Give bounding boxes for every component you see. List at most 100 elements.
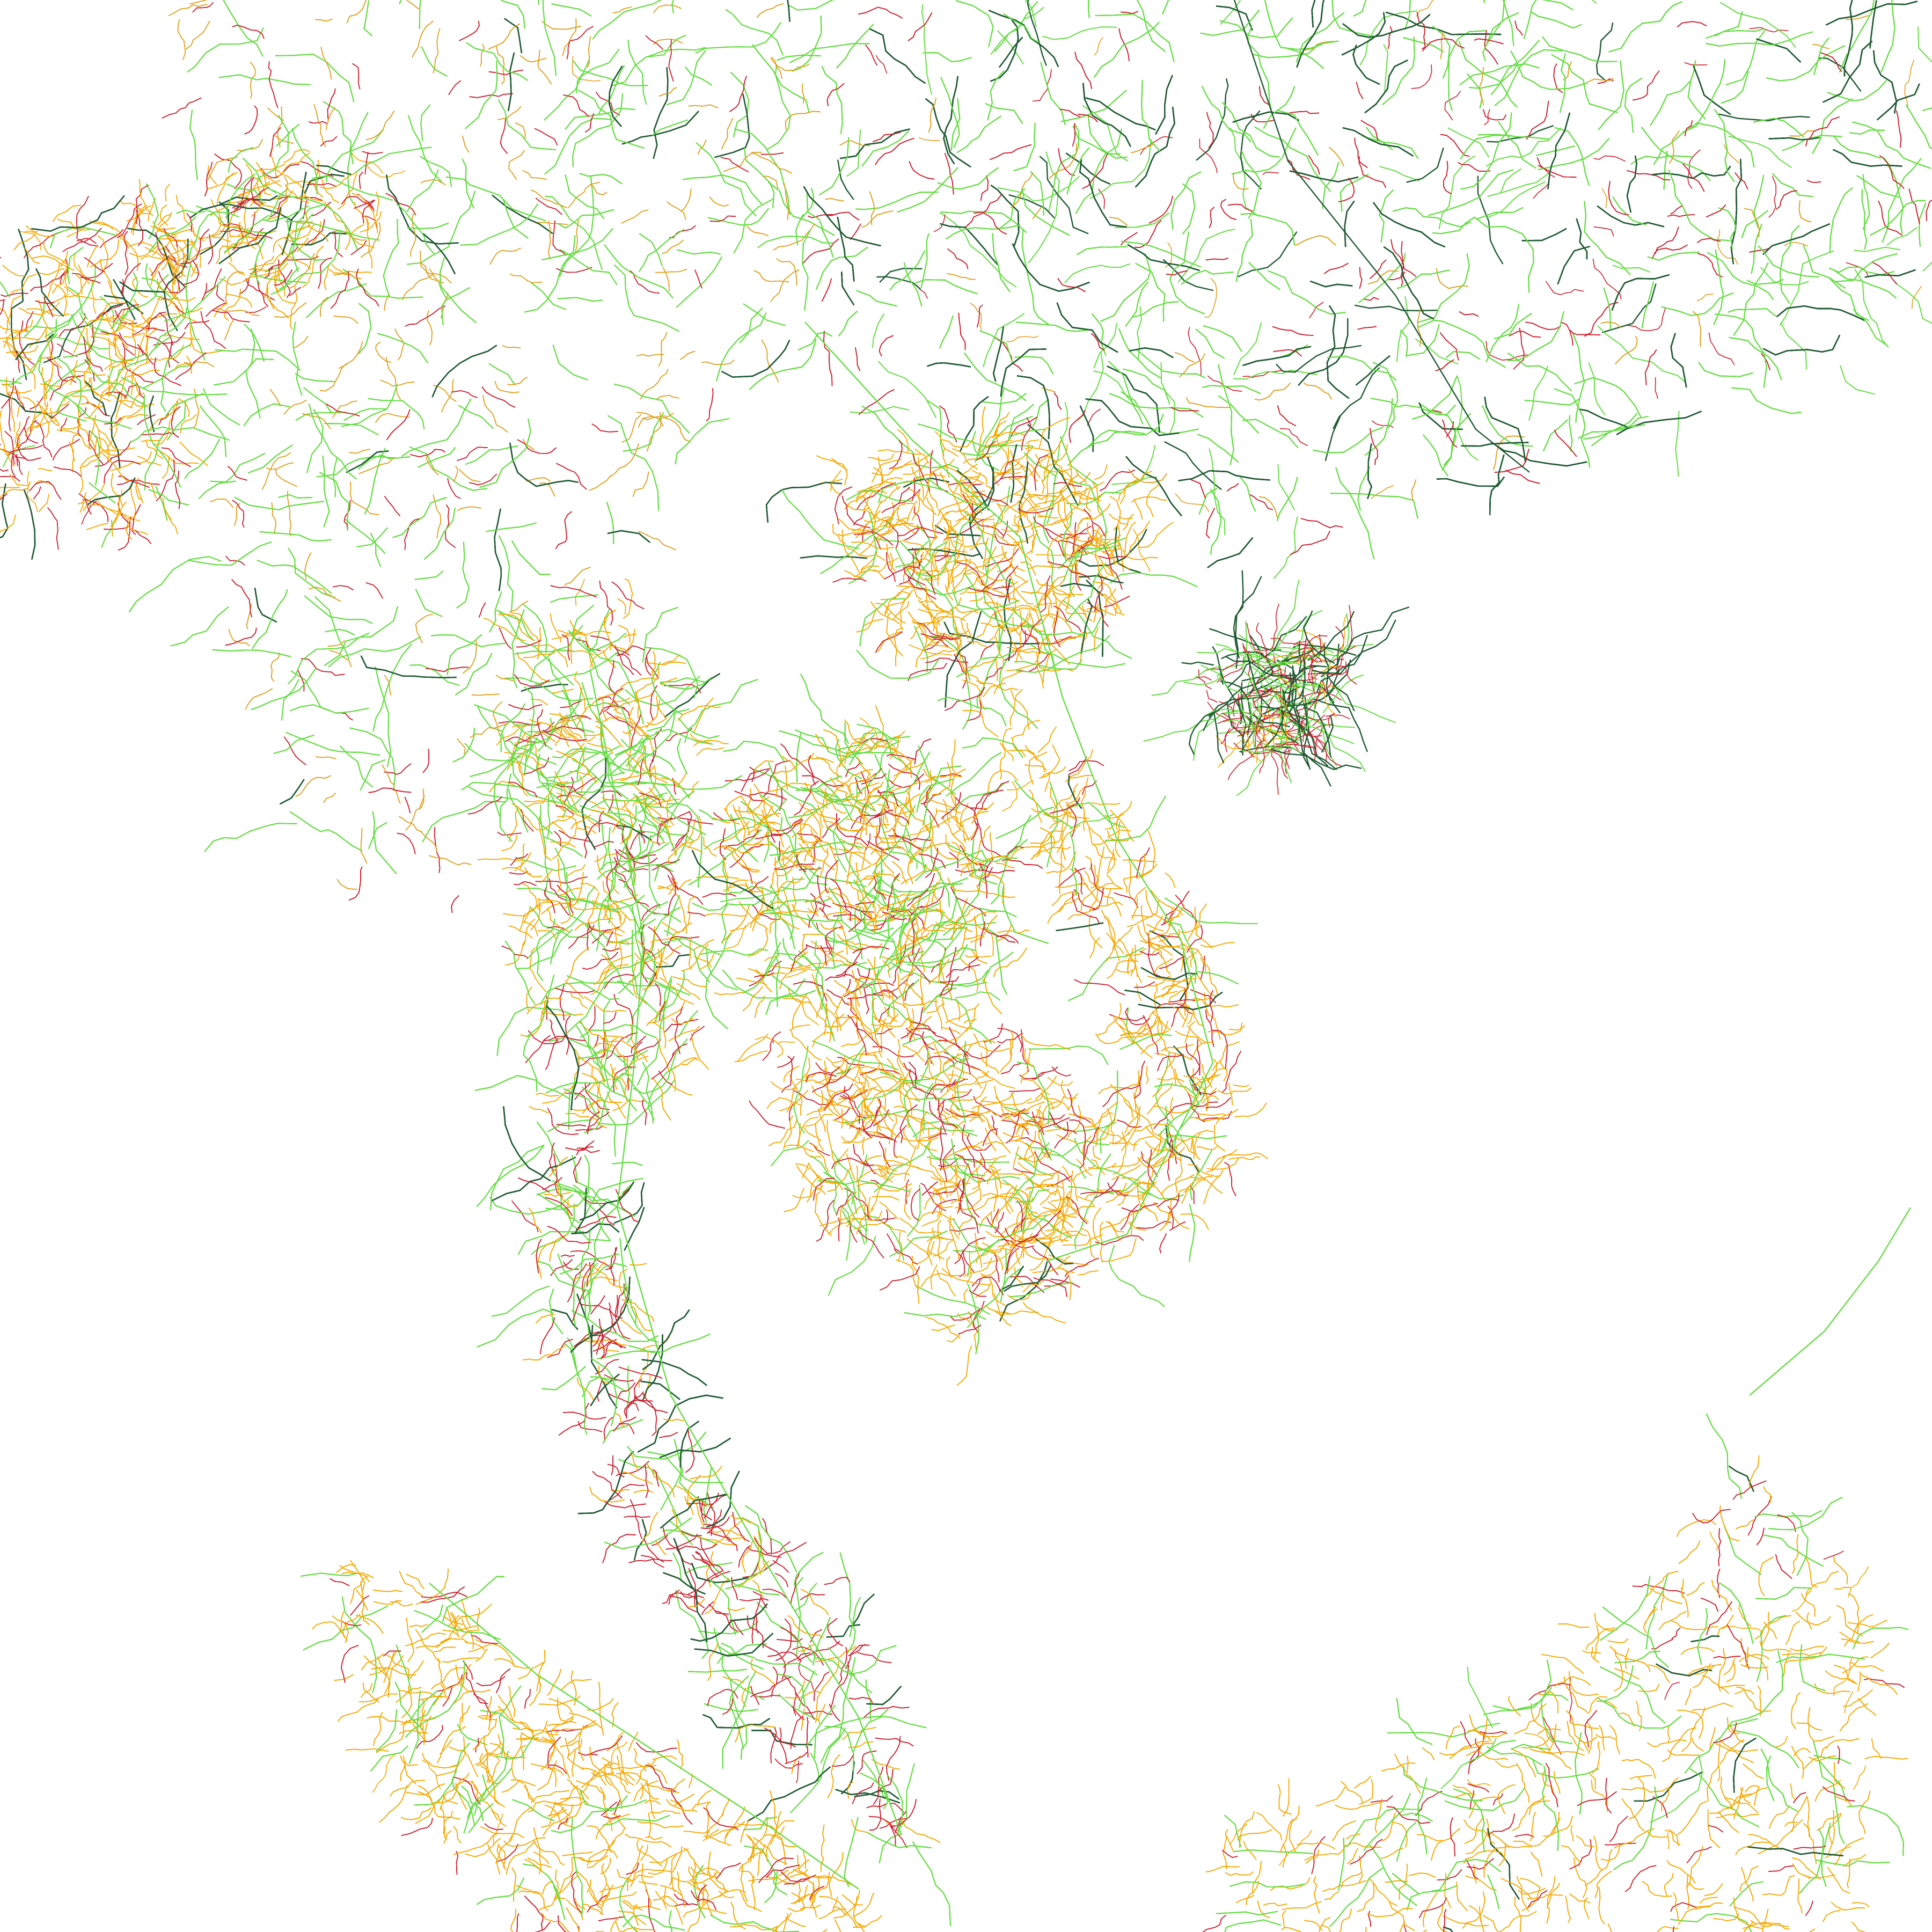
road-segment-trunk [940,212,1017,288]
road-segment-primary [1655,377,1658,399]
road-segment-motorway [1602,283,1657,333]
road-segment-trunk [1042,402,1068,482]
road-segment-motorway [1477,175,1504,265]
road-segment-trunk [1500,169,1521,194]
road-segment-trunk [1379,166,1420,181]
road-segment-secondary [1911,286,1922,309]
road-segment-trunk [1093,370,1136,406]
road-segment-trunk [1760,267,1809,286]
road-segment-trunk [1886,226,1918,246]
road-segment-trunk [1854,269,1889,348]
road-segment-primary [1749,27,1789,33]
road-segment-trunk [1728,135,1792,168]
road-segment-trunk [1840,365,1875,395]
road-segment-primary [1371,420,1394,428]
road-segment-motorway [1196,78,1229,161]
road-segment-trunk [1026,0,1037,27]
road-segment-secondary [1696,294,1714,302]
road-segment-trunk [1359,10,1418,65]
road-segment-trunk [1720,2,1796,48]
road-segment-motorway [1238,231,1298,277]
road-segment-primary [934,214,946,232]
road-segment-trunk [1447,127,1489,157]
road-segment-trunk [1089,138,1152,199]
road-segment-trunk [1415,338,1459,364]
road-segment-secondary [1717,229,1738,265]
road-segment-primary [1485,341,1528,361]
road-segment-primary [1087,408,1101,426]
road-segment-trunk [1396,296,1409,362]
road-segment-secondary [1175,493,1210,513]
road-segment-secondary [1204,277,1217,318]
road-segment-motorway [1818,57,1862,92]
road-segment-trunk [878,361,936,418]
road-segment-trunk [1918,26,1932,63]
road-segment-trunk [1177,229,1235,283]
road-segment-secondary [970,303,983,331]
road-segment-motorway [1164,441,1222,490]
road-segment-trunk [1612,265,1650,273]
road-segment-motorway [1718,113,1810,122]
road-segment-motorway [1406,147,1444,183]
road-segment-secondary [1416,0,1433,17]
road-segment-motorway [1486,125,1554,143]
road-segment-motorway [1333,367,1380,429]
road-segment-trunk [1136,306,1142,361]
road-segment-primary [875,55,887,74]
road-segment-primary [1444,91,1461,121]
road-segment-secondary [1784,241,1809,247]
road-segment-primary [1262,171,1279,175]
road-segment-trunk [1077,352,1104,421]
road-segment-trunk [1438,155,1475,229]
road-segment-trunk [1675,411,1680,477]
road-segment-trunk [921,4,932,95]
road-segment-trunk [1383,44,1388,92]
road-segment-trunk [1277,464,1296,511]
road-segment-primary [1242,370,1282,378]
road-segment-trunk [1233,322,1262,375]
road-segment-trunk [1093,323,1117,369]
road-segment-trunk [1042,26,1117,40]
road-region-south-china [749,0,1932,579]
road-segment-trunk [1028,151,1060,264]
road-segment-trunk [997,30,1024,64]
road-segment-motorway [1039,156,1089,235]
road-segment-primary [1768,175,1777,218]
road-segment-primary [1593,226,1614,237]
road-segment-primary [1593,155,1626,162]
road-segment-primary [1538,165,1555,178]
road-segment-secondary [1371,485,1394,499]
road-segment-secondary [1723,144,1739,164]
road-segment-motorway [1008,194,1056,219]
road-segment-motorway [1596,22,1614,80]
road-segment-trunk [1209,448,1226,536]
road-segment-motorway [876,276,921,290]
road-segment-motorway [1240,110,1262,190]
road-segment-secondary [1601,188,1607,208]
road-segment-trunk [846,129,861,177]
road-segment-primary [1411,64,1432,89]
road-segment-primary [1627,307,1666,332]
road-segment-primary [1279,428,1308,447]
road-segment-trunk [1485,127,1562,167]
road-segment-trunk [1854,246,1901,252]
road-segment-trunk [1780,322,1807,370]
road-segment-secondary [918,137,940,141]
road-segment-trunk [997,175,1080,202]
road-segment-primary [1188,327,1202,376]
road-segment-trunk [1064,263,1130,283]
road-segment-secondary [1094,37,1103,56]
road-segment-trunk [1597,325,1686,383]
road-segment-trunk [1528,365,1548,421]
road-segment-trunk [1160,362,1175,435]
road-segment-motorway [1276,345,1362,373]
road-segment-primary [1309,302,1324,318]
road-segment-trunk [983,313,1024,368]
road-segment-primary [1708,332,1735,365]
road-segment-trunk [1588,362,1605,415]
road-segment-motorway [837,159,854,200]
road-segment-primary [1545,281,1584,296]
road-segment-secondary [1006,335,1038,342]
